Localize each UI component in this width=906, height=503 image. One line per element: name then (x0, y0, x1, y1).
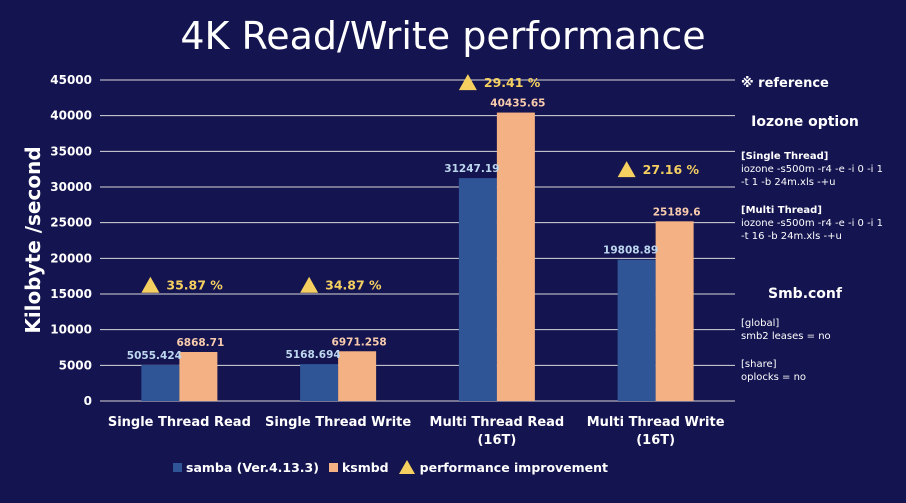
multi-thread-command-line: iozone -s500m -r4 -e -i 0 -i 1 (741, 218, 883, 229)
multi-thread-command-line: -t 16 -b 24m.xls -+u (741, 231, 842, 242)
multi-thread-label: [Multi Thread] (741, 205, 822, 216)
single-thread-block: [Single Thread] iozone -s500m -r4 -e -i … (741, 150, 901, 189)
reference-heading: ※ reference (741, 76, 829, 91)
iozone-option-heading: Iozone option (751, 114, 859, 130)
y-tick-label: 40000 (50, 109, 92, 123)
improvement-marker (300, 276, 319, 293)
improvement-label: 35.87 % (166, 278, 223, 293)
triangle-icon (398, 460, 415, 474)
y-tick-label: 45000 (50, 73, 92, 87)
data-label-ksmbd: 40435.65 (490, 98, 545, 110)
single-thread-command-line: iozone -s500m -r4 -e -i 0 -i 1 (741, 164, 883, 175)
legend-label-improvement: performance improvement (419, 459, 609, 475)
data-label-ksmbd: 6971.258 (332, 336, 387, 348)
bar-samba (458, 178, 497, 401)
single-thread-command-line: -t 1 -b 24m.xls -+u (741, 177, 836, 188)
legend-label-ksmbd: ksmbd (341, 459, 389, 475)
data-label-ksmbd: 6868.71 (176, 337, 224, 349)
single-thread-label: [Single Thread] (741, 151, 829, 162)
y-tick-label: 10000 (50, 323, 92, 337)
bar-ksmbd (338, 351, 377, 401)
y-tick-label: 20000 (50, 251, 92, 265)
share-config-line: [share] (741, 359, 777, 370)
category-label: (16T) (636, 433, 675, 448)
global-config-line: smb2 leases = no (741, 331, 831, 342)
chart-title: 4K Read/Write performance (180, 14, 706, 58)
category-label: Multi Thread Write (587, 415, 725, 430)
global-config-line: [global] (741, 318, 780, 329)
bar-samba (141, 364, 180, 401)
multi-thread-block: [Multi Thread] iozone -s500m -r4 -e -i 0… (741, 204, 901, 243)
chart-legend: samba (Ver.4.13.3) ksmbd performance imp… (173, 458, 618, 476)
y-tick-label: 15000 (50, 287, 92, 301)
bar-samba (300, 364, 339, 401)
improvement-marker (458, 74, 477, 91)
category-label: Single Thread Read (108, 415, 251, 430)
bar-ksmbd (179, 352, 218, 401)
improvement-label: 34.87 % (325, 278, 382, 293)
improvement-label: 29.41 % (484, 75, 541, 90)
legend-swatch-ksmbd (328, 462, 338, 472)
legend-swatch-samba (173, 462, 182, 472)
bar-ksmbd (496, 112, 535, 402)
data-label-samba: 19808.89 (603, 245, 658, 257)
data-label-samba: 31247.19 (444, 163, 499, 175)
smb-conf-heading: Smb.conf (768, 286, 842, 302)
data-label-ksmbd: 25189.6 (653, 206, 701, 218)
legend-item-ksmbd: ksmbd (328, 459, 389, 475)
legend-label-samba: samba (Ver.4.13.3) (186, 459, 319, 475)
improvement-marker (141, 276, 160, 293)
category-label: (16T) (477, 433, 516, 448)
share-config-line: oplocks = no (741, 372, 807, 383)
bar-ksmbd (655, 221, 694, 401)
category-label: Multi Thread Read (430, 415, 565, 430)
category-label: Single Thread Write (265, 415, 411, 430)
y-tick-label: 0 (84, 394, 92, 408)
data-label-samba: 5055.424 (127, 350, 182, 362)
legend-item-samba: samba (Ver.4.13.3) (173, 460, 319, 475)
legend-item-improvement: performance improvement (398, 459, 609, 475)
y-tick-label: 35000 (50, 144, 92, 158)
y-tick-label: 30000 (50, 180, 92, 194)
global-config-block: [global] smb2 leases = no (741, 317, 901, 343)
data-label-samba: 5168.694 (286, 349, 341, 361)
y-tick-label: 5000 (59, 358, 92, 372)
improvement-marker (617, 161, 636, 178)
share-config-block: [share] oplocks = no (741, 358, 901, 384)
y-tick-label: 25000 (50, 216, 92, 230)
bar-samba (617, 259, 656, 401)
improvement-label: 27.16 % (643, 162, 700, 177)
